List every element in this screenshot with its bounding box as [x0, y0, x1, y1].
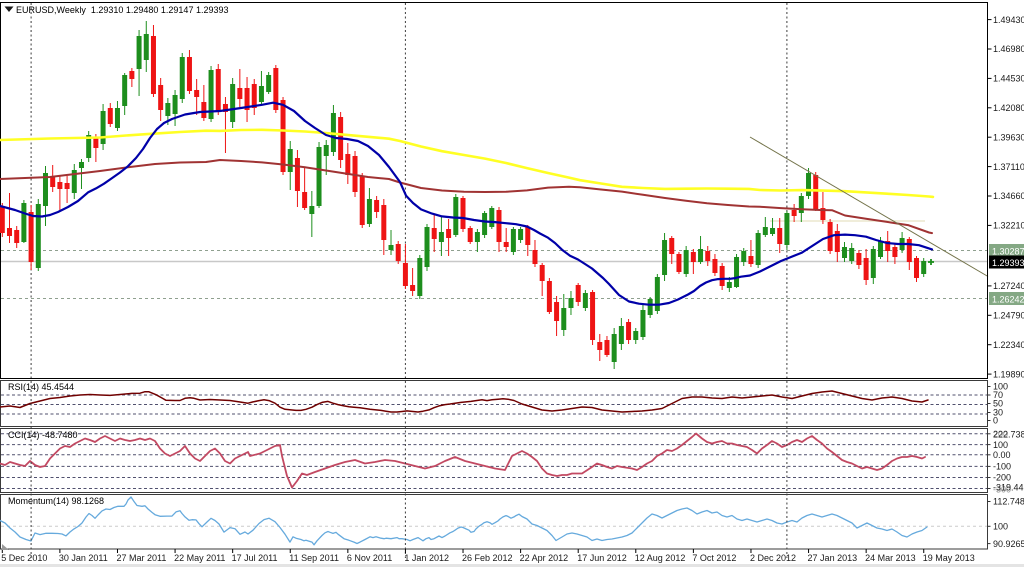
svg-text:30 Jan 2011: 30 Jan 2011 [59, 553, 108, 563]
svg-text:1.19890: 1.19890 [993, 369, 1024, 379]
svg-text:1 Jan 2012: 1 Jan 2012 [404, 553, 449, 563]
svg-text:50: 50 [993, 399, 1003, 409]
svg-text:100: 100 [993, 522, 1008, 532]
svg-text:1.44530: 1.44530 [993, 74, 1024, 84]
svg-text:0.00: 0.00 [993, 450, 1011, 460]
svg-text:1.30287: 1.30287 [992, 247, 1024, 257]
svg-text:27 Jan 2013: 27 Jan 2013 [808, 553, 858, 563]
svg-text:Momentum(14) 98.1268: Momentum(14) 98.1268 [8, 496, 104, 506]
svg-text:1.24790: 1.24790 [993, 311, 1024, 321]
svg-text:1.37110: 1.37110 [993, 162, 1024, 172]
svg-text:1.32210: 1.32210 [993, 221, 1024, 231]
svg-text:100: 100 [993, 382, 1008, 392]
svg-text:1.29393: 1.29393 [992, 258, 1024, 268]
svg-text:22 Apr 2012: 22 Apr 2012 [520, 553, 569, 563]
svg-text:24 Mar 2013: 24 Mar 2013 [865, 553, 916, 563]
svg-text:1.22340: 1.22340 [993, 340, 1024, 350]
svg-text:1.34660: 1.34660 [993, 191, 1024, 201]
svg-text:1.42080: 1.42080 [993, 103, 1024, 113]
svg-text:-100: -100 [993, 462, 1011, 472]
svg-text:222.7385: 222.7385 [993, 430, 1024, 440]
svg-text:11 Sep 2011: 11 Sep 2011 [289, 553, 339, 563]
svg-text:2 Dec 2012: 2 Dec 2012 [750, 553, 796, 563]
svg-text:12 Aug 2012: 12 Aug 2012 [635, 553, 686, 563]
svg-text:0: 0 [993, 416, 998, 426]
svg-text:30: 30 [993, 408, 1003, 418]
svg-text:1.49430: 1.49430 [993, 15, 1024, 25]
svg-text:17 Jun 2012: 17 Jun 2012 [577, 553, 627, 563]
svg-text:-200: -200 [993, 473, 1011, 483]
svg-text:EURUSD,Weekly 1.29310 1.29480: EURUSD,Weekly 1.29310 1.29480 1.29147 1.… [16, 5, 228, 15]
svg-text:100: 100 [993, 440, 1008, 450]
svg-text:112.7488: 112.7488 [993, 497, 1024, 507]
svg-text:90.9265: 90.9265 [993, 539, 1024, 549]
svg-text:17 Jul 2011: 17 Jul 2011 [232, 553, 278, 563]
svg-text:1.39630: 1.39630 [993, 132, 1024, 142]
svg-text:22 May 2011: 22 May 2011 [174, 553, 225, 563]
svg-text:26 Feb 2012: 26 Feb 2012 [462, 553, 513, 563]
svg-text:-319.4465: -319.4465 [993, 483, 1024, 493]
svg-text:5 Dec 2010: 5 Dec 2010 [1, 553, 47, 563]
svg-text:200: 200 [993, 429, 1008, 439]
svg-text:70: 70 [993, 390, 1003, 400]
svg-text:RSI(14) 45.4544: RSI(14) 45.4544 [8, 382, 74, 392]
svg-text:27 Mar 2011: 27 Mar 2011 [116, 553, 166, 563]
svg-text:1.46980: 1.46980 [993, 44, 1024, 54]
svg-text:CCI(14) -48.7480: CCI(14) -48.7480 [8, 430, 78, 440]
svg-text:1.26242: 1.26242 [992, 295, 1024, 305]
svg-text:19 May 2013: 19 May 2013 [923, 553, 975, 563]
svg-text:7 Oct 2012: 7 Oct 2012 [692, 553, 736, 563]
svg-text:1.27240: 1.27240 [993, 281, 1024, 291]
svg-text:-300: -300 [993, 484, 1011, 494]
svg-text:6 Nov 2011: 6 Nov 2011 [347, 553, 392, 563]
